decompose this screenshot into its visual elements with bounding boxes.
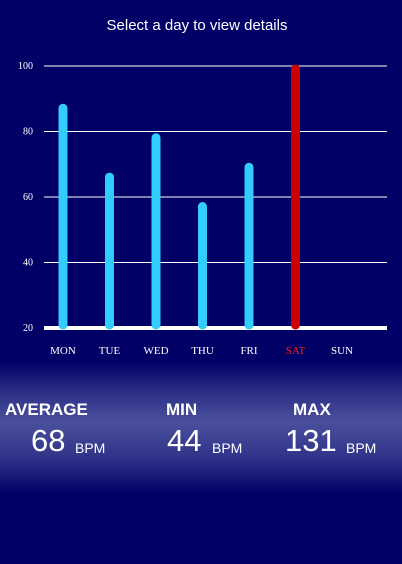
y-tick-label: 60 bbox=[23, 192, 33, 203]
average-value: 68 bbox=[31, 423, 66, 458]
y-tick-label: 20 bbox=[23, 323, 33, 334]
day-label-tue[interactable]: TUE bbox=[99, 345, 121, 357]
bars bbox=[58, 64, 300, 330]
min-label: MIN bbox=[166, 400, 198, 419]
day-labels: MON TUE WED THU FRI SAT SUN bbox=[50, 345, 353, 357]
page-title: Select a day to view details bbox=[106, 17, 288, 34]
average-label: AVERAGE bbox=[5, 400, 88, 419]
day-label-thu[interactable]: THU bbox=[191, 345, 214, 357]
average-unit: BPM bbox=[75, 440, 106, 456]
y-tick-label: 40 bbox=[23, 258, 33, 269]
day-label-fri[interactable]: FRI bbox=[240, 345, 257, 357]
max-label: MAX bbox=[293, 400, 331, 419]
min-value: 44 bbox=[167, 423, 202, 458]
day-label-wed[interactable]: WED bbox=[143, 345, 168, 357]
y-tick-label: 80 bbox=[23, 127, 33, 138]
heart-rate-bar-chart: 20 40 60 80 100 MON TUE WED THU FRI SAT SUN bbox=[18, 61, 387, 357]
day-label-mon[interactable]: MON bbox=[50, 345, 76, 357]
day-label-sat[interactable]: SAT bbox=[286, 345, 306, 357]
grid-lines: 20 40 60 80 100 bbox=[18, 61, 387, 334]
min-unit: BPM bbox=[212, 440, 243, 456]
y-tick-label: 100 bbox=[18, 61, 33, 72]
max-value: 131 bbox=[285, 423, 337, 458]
stats-panel: AVERAGE 68 BPM MIN 44 BPM MAX 131 BPM bbox=[0, 362, 402, 494]
max-unit: BPM bbox=[346, 440, 377, 456]
day-label-sun[interactable]: SUN bbox=[331, 345, 353, 357]
